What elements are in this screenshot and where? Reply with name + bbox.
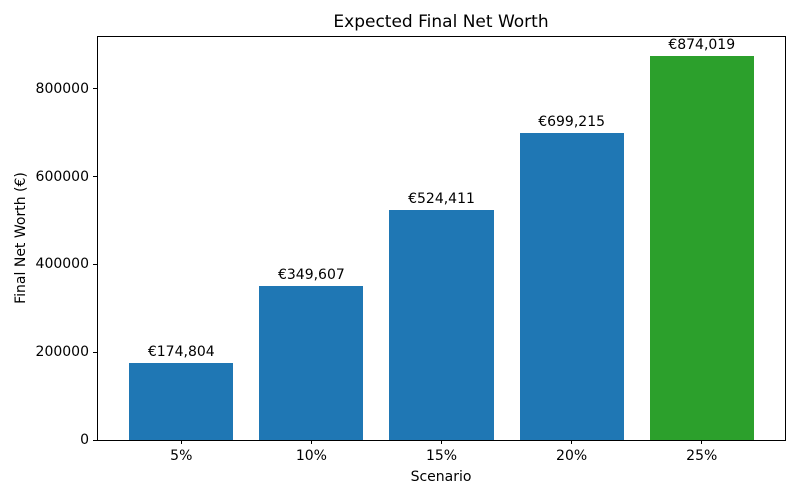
x-axis-label: Scenario [410, 469, 472, 485]
bar-value-label: €174,804 [147, 344, 215, 361]
bar-value-label: €349,607 [277, 267, 345, 284]
bar-5% [129, 363, 234, 440]
x-axis-tick-mark [701, 440, 703, 444]
x-axis-tick-label: 15% [425, 448, 458, 464]
x-axis-tick-mark [310, 440, 312, 444]
y-axis-tick-mark [93, 439, 97, 441]
y-axis-tick-label: 200000 [35, 344, 89, 361]
x-axis-tick-mark [441, 440, 442, 444]
bar-20% [519, 132, 624, 440]
y-axis-tick-label: 0 [80, 432, 89, 448]
y-axis-tick-label: 800000 [35, 80, 89, 97]
bar-value-label: €524,411 [408, 190, 475, 207]
bar-value-label: €699,215 [538, 113, 606, 130]
y-axis-tick-mark [93, 88, 97, 90]
x-axis-tick-label: 25% [686, 448, 718, 464]
y-axis-tick-label: 400000 [35, 256, 89, 273]
bar-10% [259, 286, 364, 440]
bar-value-label: €874,019 [668, 37, 736, 54]
chart-title: Expected Final Net Worth [333, 12, 549, 32]
bar-15% [389, 209, 494, 440]
bar-25% [649, 56, 754, 440]
y-axis-tick-mark [93, 351, 97, 353]
x-axis-tick-mark [180, 440, 182, 444]
y-axis-tick-label: 600000 [35, 168, 89, 185]
plot-area: 0 200000 400000 600000 800000 €174,804 5% €349,… [36, 36, 786, 464]
y-axis-label: Final Net Worth (€) [13, 172, 29, 304]
x-axis-tick-label: 5% [170, 448, 193, 464]
x-axis-tick-label: 20% [556, 448, 588, 464]
y-axis-tick-mark [93, 176, 97, 178]
x-axis-tick-label: 10% [295, 448, 327, 464]
y-axis-tick-mark [93, 263, 97, 265]
x-axis-tick-mark [571, 440, 573, 444]
